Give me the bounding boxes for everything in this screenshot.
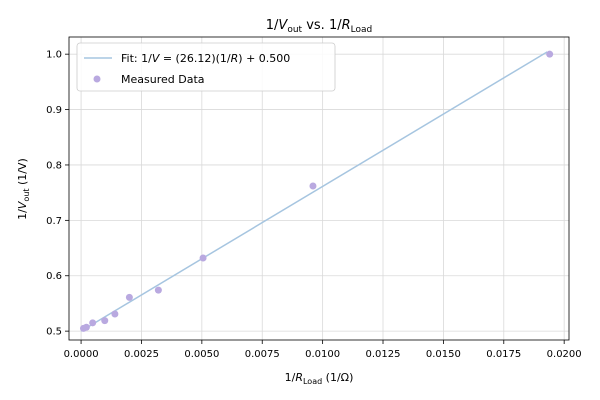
- data-point: [89, 319, 96, 326]
- data-point: [200, 255, 207, 262]
- y-axis-label: 1/Vout (1/V): [16, 158, 31, 220]
- data-point: [83, 324, 90, 331]
- data-point: [111, 310, 118, 317]
- y-tick-label: 0.8: [46, 160, 62, 171]
- x-tick-label: 0.0150: [426, 349, 461, 360]
- data-point: [155, 287, 162, 294]
- chart-title: 1/Vout vs. 1/RLoad: [266, 18, 372, 35]
- data-point: [126, 294, 133, 301]
- y-tick-label: 0.9: [46, 105, 62, 116]
- data-point: [309, 183, 316, 190]
- y-tick-label: 0.7: [46, 216, 62, 227]
- x-axis-label: 1/RLoad (1/Ω): [285, 371, 354, 386]
- x-tick-label: 0.0200: [547, 349, 582, 360]
- legend-data-swatch: [94, 76, 101, 83]
- y-tick-label: 0.6: [46, 271, 62, 282]
- x-tick-label: 0.0050: [184, 349, 219, 360]
- data-point: [101, 317, 108, 324]
- y-tick-label: 0.5: [46, 327, 62, 338]
- fit-line: [81, 52, 547, 331]
- data-point: [546, 51, 553, 58]
- x-tick-label: 0.0175: [486, 349, 521, 360]
- x-tick-label: 0.0075: [245, 349, 280, 360]
- x-tick-label: 0.0100: [305, 349, 340, 360]
- x-tick-label: 0.0125: [366, 349, 401, 360]
- legend-data-label: Measured Data: [121, 73, 205, 86]
- ticks: 0.0000 0.0025 0.0050 0.0075 0.0100 0.0125 0.01…: [46, 50, 582, 360]
- x-tick-label: 0.0000: [64, 349, 99, 360]
- fit-layer: [81, 52, 547, 331]
- legend-box: [77, 43, 335, 91]
- x-tick-label: 0.0025: [124, 349, 159, 360]
- legend-fit-label: Fit: 1/V = (26.12)(1/R) + 0.500: [121, 52, 290, 65]
- legend: Fit: 1/V = (26.12)(1/R) + 0.500 Measured…: [77, 43, 335, 91]
- y-tick-label: 1.0: [46, 50, 62, 61]
